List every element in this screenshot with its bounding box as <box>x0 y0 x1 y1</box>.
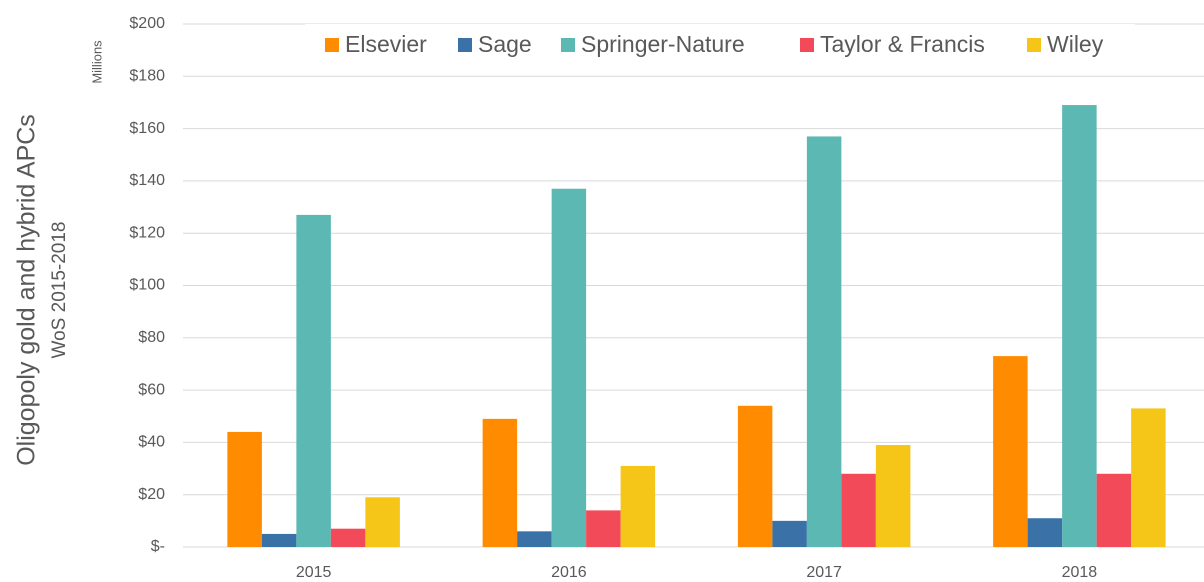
bar <box>296 214 331 547</box>
y-tick-label: $60 <box>138 381 165 398</box>
bar <box>875 445 911 547</box>
y-tick-label: $200 <box>129 15 165 32</box>
legend-swatch <box>561 38 575 52</box>
legend-background <box>305 24 1135 66</box>
legend-swatch <box>1027 38 1041 52</box>
bar <box>737 405 773 547</box>
bar <box>586 510 621 547</box>
y-tick-label: $40 <box>138 434 165 451</box>
y-tick-label: $20 <box>138 486 165 503</box>
bar <box>365 497 400 547</box>
y-unit-label: Millions <box>89 40 104 84</box>
legend-label: Elsevier <box>345 31 427 57</box>
bar <box>227 431 262 547</box>
legend-label: Taylor & Francis <box>820 31 985 57</box>
x-tick-label: 2016 <box>551 564 587 581</box>
y-tick-label: $100 <box>129 277 165 294</box>
bar <box>517 531 552 547</box>
bar <box>551 188 587 547</box>
y-tick-label: $- <box>151 538 165 555</box>
bar <box>1027 518 1063 547</box>
legend-swatch <box>800 38 814 52</box>
legend-swatch <box>325 38 339 52</box>
bar <box>330 528 366 547</box>
y-tick-label: $140 <box>129 172 165 189</box>
bar <box>1062 105 1097 547</box>
y-tick-label: $160 <box>129 120 165 137</box>
y-axis-title: Oligopoly gold and hybrid APCs <box>13 114 41 466</box>
x-tick-label: 2017 <box>806 564 842 581</box>
y-axis-subtitle: WoS 2015-2018 <box>49 222 70 359</box>
y-tick-label: $80 <box>138 329 165 346</box>
bar <box>1096 473 1132 547</box>
bar <box>620 465 656 547</box>
x-tick-label: 2015 <box>296 564 332 581</box>
bar <box>1131 408 1166 547</box>
bar <box>993 356 1028 547</box>
bar <box>772 520 807 547</box>
bar <box>806 136 842 547</box>
bar <box>261 533 297 547</box>
bar <box>841 473 876 547</box>
legend-label: Sage <box>478 31 532 57</box>
y-tick-label: $120 <box>129 224 165 241</box>
bar <box>482 418 518 547</box>
legend-swatch <box>458 38 472 52</box>
x-tick-label: 2018 <box>1062 564 1098 581</box>
y-tick-label: $180 <box>129 68 165 85</box>
legend-label: Springer-Nature <box>581 31 745 57</box>
legend-label: Wiley <box>1047 31 1104 57</box>
